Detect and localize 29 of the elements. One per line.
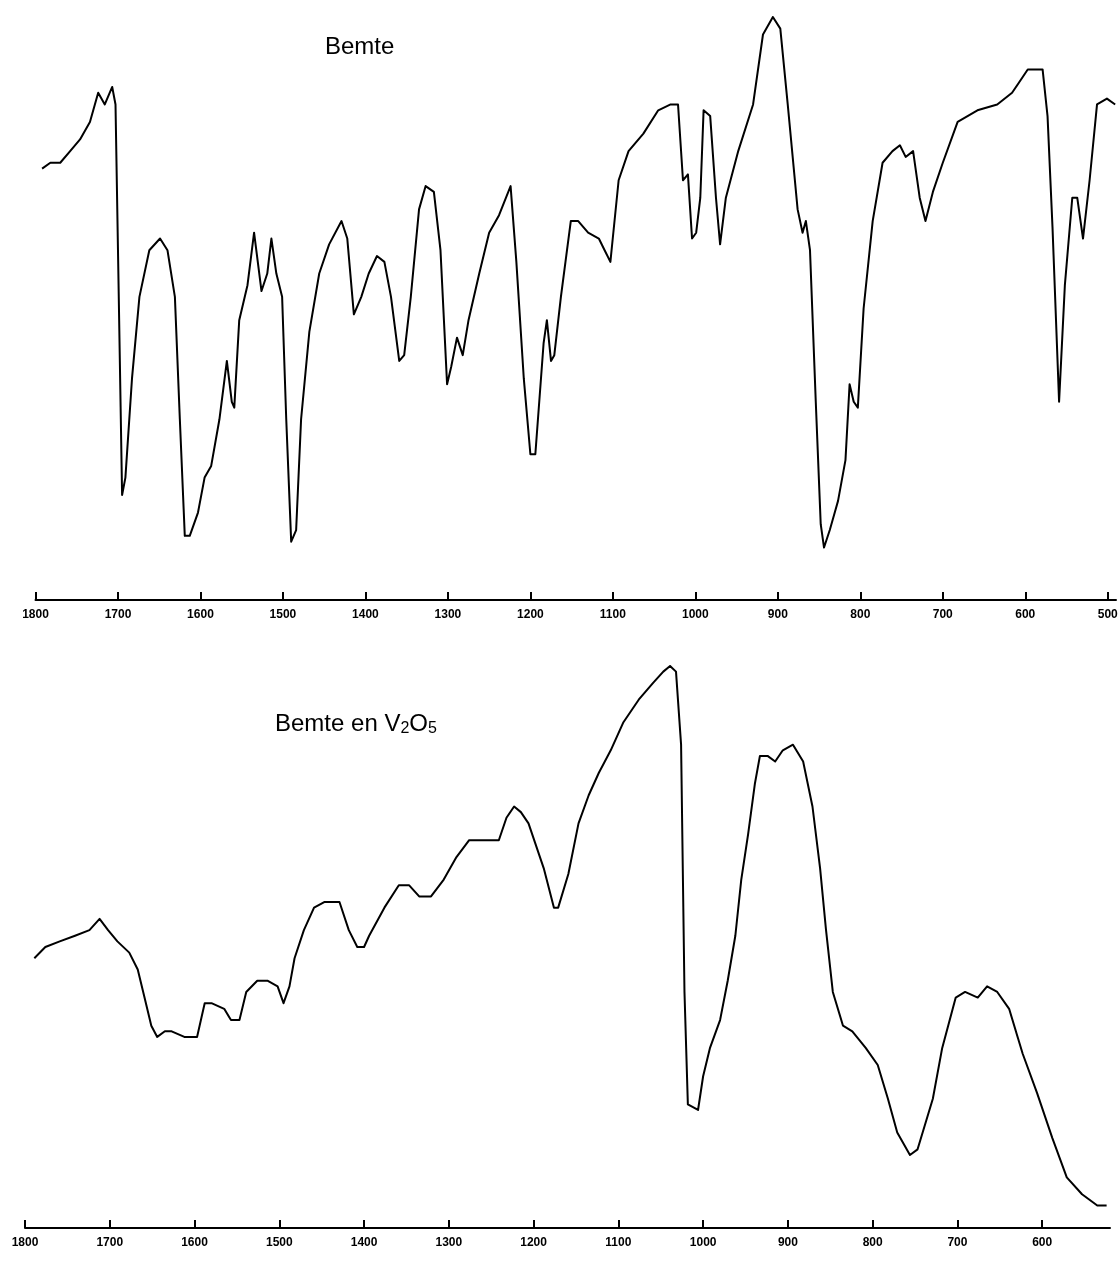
x-tick-label: 1700 bbox=[104, 607, 132, 621]
x-tick-label: 800 bbox=[862, 1235, 883, 1249]
text: Bemte en V2O5 bbox=[275, 708, 437, 736]
x-tick-label: 900 bbox=[767, 607, 789, 621]
x-tick-label: 1300 bbox=[434, 607, 462, 621]
x-tick-label: 1600 bbox=[181, 1235, 209, 1249]
x-tick-label: 1800 bbox=[22, 607, 50, 621]
x-tick-label: 800 bbox=[850, 607, 871, 621]
x-tick-label: 1700 bbox=[96, 1235, 124, 1249]
x-tick-label: 700 bbox=[947, 1235, 968, 1249]
x-tick-label: 1100 bbox=[599, 607, 627, 621]
x-tick-label: 1800 bbox=[11, 1235, 39, 1249]
x-tick-label: 1300 bbox=[435, 1235, 463, 1249]
text: Bemte bbox=[325, 31, 395, 59]
x-tick-label: 600 bbox=[1015, 607, 1036, 621]
x-tick-label: 900 bbox=[777, 1235, 799, 1249]
x-tick-label: 600 bbox=[1032, 1235, 1053, 1249]
x-tick-label: 1400 bbox=[350, 1235, 378, 1249]
x-tick-label: 700 bbox=[932, 607, 954, 621]
x-tick-label: 1100 bbox=[605, 1235, 632, 1249]
x-tick-label: 1500 bbox=[265, 1235, 293, 1249]
x-tick-label: 500 bbox=[1097, 607, 1119, 621]
x-tick-label: 1200 bbox=[517, 607, 545, 621]
x-tick-label: 1200 bbox=[520, 1235, 548, 1249]
x-tick-label: 1000 bbox=[689, 1235, 717, 1249]
x-tick-label: 1600 bbox=[187, 607, 215, 621]
x-tick-label: 1500 bbox=[269, 607, 297, 621]
x-tick-label: 1000 bbox=[682, 607, 710, 621]
x-tick-label: 1400 bbox=[352, 607, 380, 621]
